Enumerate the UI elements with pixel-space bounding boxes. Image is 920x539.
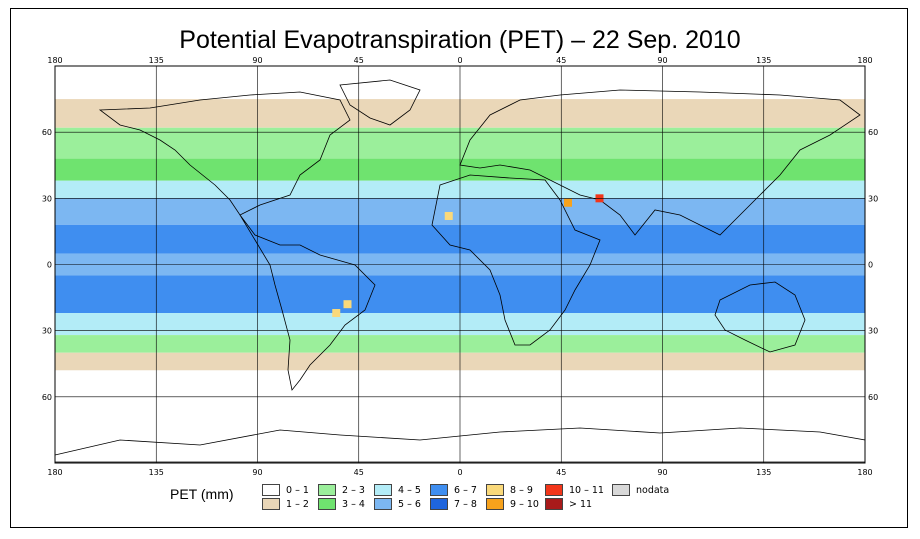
lon-tick-top: 180 — [47, 56, 62, 65]
lon-tick-bottom: 90 — [252, 468, 262, 477]
lon-tick-bottom: 180 — [47, 468, 62, 477]
legend-label: 2 – 3 — [342, 485, 365, 496]
lat-tick-right: 0 — [868, 261, 873, 270]
greenland-outline — [339, 79, 421, 126]
lon-tick-bottom: 135 — [756, 468, 771, 477]
map-frame — [10, 8, 908, 528]
lat-tick-right: 60 — [868, 393, 878, 402]
lon-tick-top: 180 — [857, 56, 872, 65]
lon-tick-top: 45 — [556, 56, 566, 65]
legend-label: 0 – 1 — [286, 485, 309, 496]
lon-tick-top: 135 — [149, 56, 164, 65]
lon-tick-top: 0 — [457, 56, 462, 65]
legend-label: 1 – 2 — [286, 499, 309, 510]
legend-label: 4 – 5 — [398, 485, 421, 496]
lat-tick-right: 30 — [868, 194, 878, 203]
legend-swatch — [486, 498, 504, 510]
brazil-hotspot — [343, 300, 352, 309]
eurasia-outline — [459, 89, 861, 236]
lon-tick-top: 90 — [252, 56, 262, 65]
legend-swatch — [486, 484, 504, 496]
lon-tick-bottom: 0 — [457, 468, 462, 477]
legend-swatch — [430, 498, 448, 510]
africa-outline — [431, 174, 601, 346]
lon-tick-bottom: 180 — [857, 468, 872, 477]
lon-tick-top: 45 — [354, 56, 364, 65]
lon-tick-bottom: 90 — [657, 468, 667, 477]
lat-tick-right: 60 — [868, 128, 878, 137]
legend-label: > 11 — [569, 499, 593, 510]
lon-tick-bottom: 45 — [556, 468, 566, 477]
lat-tick-left: 0 — [47, 261, 52, 270]
lon-tick-top: 135 — [756, 56, 771, 65]
legend-swatch — [262, 484, 280, 496]
lon-tick-top: 90 — [657, 56, 667, 65]
legend-label: 10 – 11 — [569, 485, 604, 496]
legend-title: PET (mm) — [170, 486, 234, 502]
legend-label: 9 – 10 — [510, 499, 539, 510]
sahel-hotspot — [444, 211, 453, 220]
lat-tick-left: 60 — [42, 393, 52, 402]
brazil-hotspot-2 — [332, 309, 341, 318]
lat-tick-left: 60 — [42, 128, 52, 137]
legend-swatch — [318, 498, 336, 510]
legend-label: 7 – 8 — [454, 499, 477, 510]
legend-label: 6 – 7 — [454, 485, 477, 496]
lon-tick-bottom: 45 — [354, 468, 364, 477]
legend-swatch — [545, 484, 563, 496]
legend-label: nodata — [636, 485, 670, 496]
axis-ticks: 180 180 135 135 90 90 45 45 0 0 45 45 90 90 135 135 180 1… — [42, 56, 878, 477]
arabia-hotspot — [564, 198, 572, 207]
lat-tick-left: 30 — [42, 194, 52, 203]
legend-label: 3 – 4 — [342, 499, 365, 510]
lon-tick-bottom: 135 — [149, 468, 164, 477]
legend-swatch — [374, 484, 392, 496]
legend-swatch — [318, 484, 336, 496]
north-america-outline — [98, 91, 351, 216]
lat-tick-right: 30 — [868, 327, 878, 336]
australia-outline — [714, 281, 806, 353]
legend-swatch — [374, 498, 392, 510]
lat-tick-left: 30 — [42, 327, 52, 336]
map-border — [54, 65, 866, 464]
map-title: Potential Evapotranspiration (PET) – 22 … — [179, 26, 741, 54]
legend-swatch — [262, 498, 280, 510]
legend-label: 5 – 6 — [398, 499, 421, 510]
legend-swatch — [545, 498, 563, 510]
legend-swatch — [612, 484, 630, 496]
south-america-outline — [239, 214, 376, 391]
legend-label: 8 – 9 — [510, 485, 533, 496]
legend-swatch — [430, 484, 448, 496]
